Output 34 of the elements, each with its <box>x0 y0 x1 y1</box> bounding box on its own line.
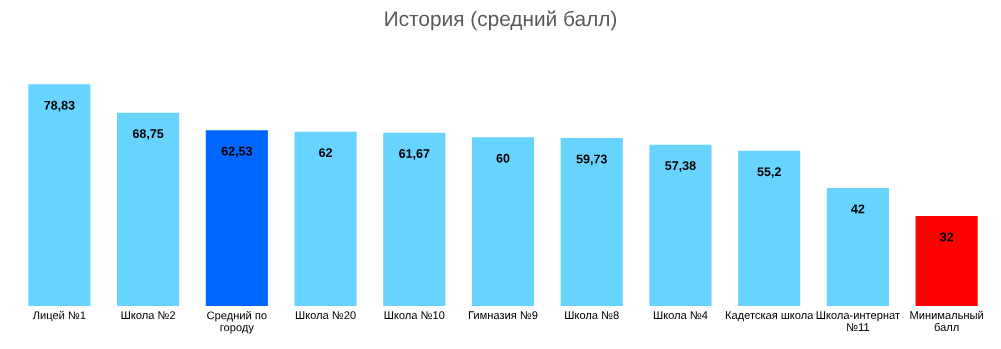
bar <box>28 84 91 307</box>
bar <box>471 137 535 307</box>
data-label: 68,75 <box>132 129 164 140</box>
bar <box>205 130 268 307</box>
x-tick-label: Школа №2 <box>121 311 176 320</box>
x-tick-label: Гимназия №9 <box>468 311 538 320</box>
x-tick-label: Школа-интернат №11 <box>816 311 900 331</box>
data-label: 62,53 <box>221 146 253 158</box>
bar <box>738 150 801 307</box>
data-label: 32 <box>939 232 954 242</box>
data-label: 59,73 <box>576 154 607 166</box>
data-label: 57,38 <box>665 161 696 172</box>
bar <box>649 144 712 307</box>
x-tick-label: Школа №10 <box>384 311 445 320</box>
x-tick-label: Школа №20 <box>295 311 356 320</box>
bar <box>383 132 446 307</box>
data-label: 61,67 <box>399 149 430 160</box>
x-tick-label: Кадетская школа <box>725 311 814 322</box>
x-tick-label: Лицей №1 <box>32 310 86 322</box>
bar <box>294 131 357 307</box>
x-tick-label: Школа №8 <box>565 311 619 320</box>
data-label: 78,83 <box>44 100 75 112</box>
data-label: 62 <box>319 148 332 158</box>
x-tick-label: Средний по городу <box>207 310 267 334</box>
x-tick-label: Минимальный балл <box>910 310 983 332</box>
chart-title: История (средний балл) <box>385 10 617 31</box>
data-label: 42 <box>851 204 865 214</box>
bar <box>560 138 623 307</box>
x-tick-label: Школа №4 <box>653 311 708 320</box>
data-label: 55,2 <box>757 167 781 178</box>
bar <box>826 187 889 307</box>
bar <box>915 216 978 307</box>
data-label: 60 <box>496 153 510 163</box>
bar <box>117 112 180 307</box>
